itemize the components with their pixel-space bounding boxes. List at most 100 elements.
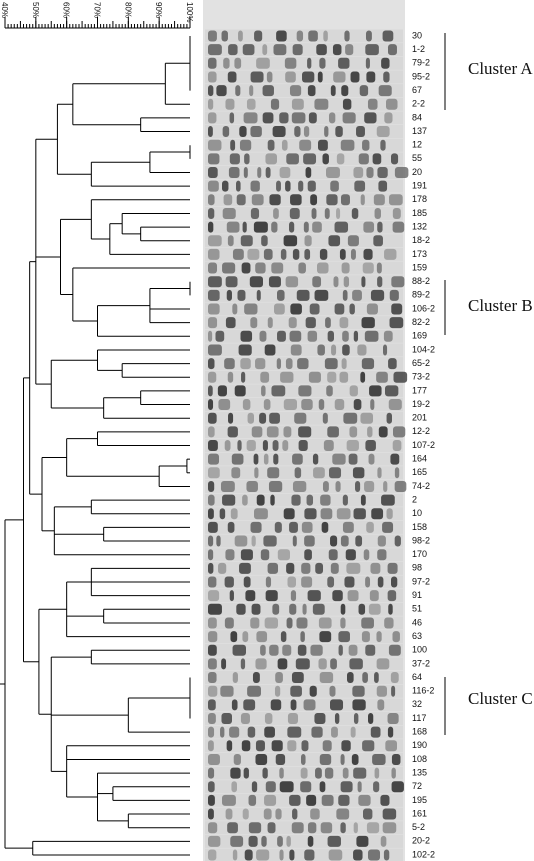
gel-band bbox=[216, 535, 221, 547]
gel-band bbox=[272, 126, 286, 138]
sample-label: 2 bbox=[412, 494, 417, 504]
gel-band bbox=[245, 590, 256, 602]
gel-band bbox=[267, 467, 280, 479]
gel-band bbox=[384, 385, 399, 397]
gel-band bbox=[301, 576, 313, 588]
gel-band bbox=[341, 740, 351, 752]
gel-band bbox=[314, 98, 329, 110]
gel-band bbox=[322, 153, 329, 165]
gel-band bbox=[222, 494, 236, 506]
gel-band bbox=[208, 317, 218, 329]
gel-band bbox=[326, 167, 340, 178]
gel-band bbox=[362, 262, 374, 274]
gel-band bbox=[289, 85, 302, 97]
gel-band bbox=[310, 808, 320, 820]
gel-band bbox=[265, 576, 272, 588]
gel-band bbox=[352, 289, 362, 301]
gel-band bbox=[342, 289, 348, 301]
gel-band bbox=[367, 98, 378, 110]
gel-band bbox=[304, 248, 311, 260]
gel-band bbox=[269, 412, 280, 424]
gel-band bbox=[254, 467, 259, 479]
gel-band bbox=[319, 248, 328, 260]
gel-band bbox=[334, 399, 345, 411]
gel-band bbox=[217, 385, 227, 397]
gel-band bbox=[262, 440, 268, 451]
gel-band bbox=[394, 535, 401, 547]
gel-band bbox=[343, 276, 350, 288]
gel-band bbox=[390, 453, 400, 465]
sample-label: 178 bbox=[412, 194, 427, 204]
gel-band bbox=[291, 494, 301, 506]
gel-band bbox=[230, 508, 238, 520]
sample-label: 32 bbox=[412, 699, 422, 709]
gel-band bbox=[236, 194, 246, 206]
sample-label: 116-2 bbox=[412, 686, 434, 696]
gel-band bbox=[221, 658, 227, 670]
gel-band bbox=[265, 167, 271, 178]
gel-band bbox=[224, 576, 234, 588]
gel-band bbox=[298, 262, 306, 274]
gel-band bbox=[340, 603, 346, 615]
gel-band bbox=[382, 822, 397, 834]
gel-band bbox=[301, 399, 313, 411]
gel-band bbox=[365, 440, 376, 451]
gel-band bbox=[327, 576, 335, 588]
gel-band bbox=[390, 672, 399, 684]
gel-band bbox=[287, 713, 299, 724]
gel-band bbox=[377, 535, 386, 547]
gel-band bbox=[300, 767, 308, 779]
gel-band bbox=[382, 344, 388, 356]
gel-band bbox=[384, 617, 394, 629]
gel-band bbox=[372, 153, 382, 165]
gel-band bbox=[322, 480, 329, 492]
gel-band bbox=[306, 794, 317, 806]
gel-band bbox=[259, 412, 267, 424]
gel-band bbox=[373, 781, 380, 793]
gel-band bbox=[220, 726, 225, 738]
gel-band bbox=[376, 685, 387, 697]
gel-band bbox=[283, 235, 298, 247]
gel-band bbox=[322, 740, 332, 752]
gel-band bbox=[363, 221, 375, 233]
gel-band bbox=[208, 603, 222, 615]
gel-band bbox=[301, 521, 313, 533]
gel-band bbox=[385, 98, 398, 110]
gel-band bbox=[361, 276, 366, 288]
gel-band bbox=[299, 139, 312, 151]
sample-label: 135 bbox=[412, 767, 427, 777]
gel-band bbox=[349, 385, 358, 397]
gel-band bbox=[256, 631, 268, 643]
gel-band bbox=[270, 98, 280, 110]
gel-band bbox=[276, 180, 281, 192]
gel-band bbox=[208, 808, 214, 820]
gel-band bbox=[208, 740, 214, 752]
gel-band bbox=[208, 713, 216, 724]
gel-band bbox=[267, 562, 279, 574]
gel-band bbox=[333, 71, 346, 83]
gel-band bbox=[279, 849, 284, 861]
gel-band bbox=[390, 576, 398, 588]
gel-band bbox=[269, 644, 279, 656]
gel-band bbox=[377, 576, 384, 588]
gel-band bbox=[233, 753, 241, 765]
sample-label: 117 bbox=[412, 713, 426, 723]
gel-band bbox=[230, 835, 244, 847]
gel-band bbox=[290, 685, 302, 697]
gel-band bbox=[267, 822, 276, 834]
gel-band bbox=[389, 289, 399, 301]
sample-label: 46 bbox=[412, 617, 422, 627]
sample-label: 165 bbox=[412, 467, 427, 477]
gel-band bbox=[355, 535, 363, 547]
gel-band bbox=[326, 194, 338, 206]
sample-label: 195 bbox=[412, 795, 427, 805]
gel-band bbox=[229, 153, 240, 165]
gel-band bbox=[208, 753, 220, 765]
gel-band bbox=[294, 412, 307, 424]
gel-band bbox=[340, 535, 349, 547]
gel-band bbox=[227, 371, 234, 383]
gel-lane bbox=[205, 684, 403, 698]
gel-band bbox=[208, 562, 214, 574]
gel-band bbox=[218, 562, 227, 574]
sample-label: 55 bbox=[412, 153, 422, 163]
